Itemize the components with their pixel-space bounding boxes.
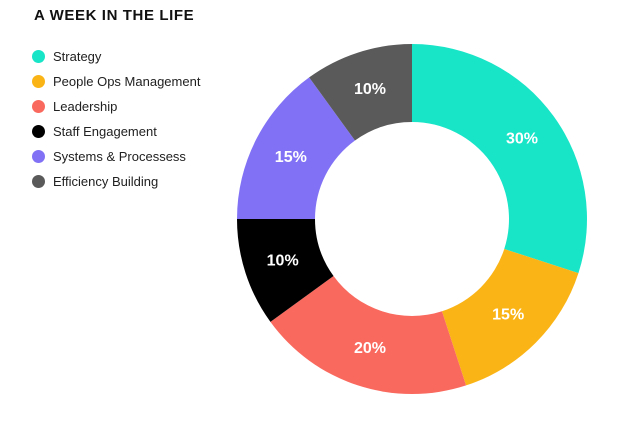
donut-segment-leadership bbox=[270, 276, 467, 394]
legend-label-people-ops-management: People Ops Management bbox=[53, 74, 201, 89]
legend-swatch-people-ops-management bbox=[32, 75, 45, 88]
donut-segment-efficiency-building bbox=[309, 44, 412, 141]
legend-item: Strategy bbox=[32, 44, 200, 69]
legend-swatch-strategy bbox=[32, 50, 45, 63]
donut-segment-people-ops-management bbox=[441, 248, 579, 386]
legend-item: People Ops Management bbox=[32, 69, 200, 94]
donut-segment-systems-processess bbox=[237, 77, 355, 219]
legend-swatch-staff-engagement bbox=[32, 125, 45, 138]
legend-label-leadership: Leadership bbox=[53, 99, 118, 114]
legend-label-efficiency-building: Efficiency Building bbox=[53, 174, 159, 189]
donut-segment-strategy bbox=[412, 44, 587, 274]
segment-value-label-efficiency-building: 10% bbox=[354, 81, 386, 98]
legend-swatch-systems-processess bbox=[32, 150, 45, 163]
legend-label-strategy: Strategy bbox=[53, 49, 102, 64]
segment-value-label-systems-processess: 15% bbox=[275, 149, 307, 166]
segment-value-label-people-ops-management: 15% bbox=[492, 307, 524, 324]
segment-value-label-staff-engagement: 10% bbox=[267, 253, 299, 270]
page-title: A WEEK IN THE LIFE bbox=[34, 7, 195, 24]
chart-legend: Strategy People Ops Management Leadershi… bbox=[32, 44, 200, 194]
segment-value-label-strategy: 30% bbox=[506, 131, 538, 148]
legend-swatch-leadership bbox=[32, 100, 45, 113]
legend-item: Systems & Processess bbox=[32, 144, 200, 169]
legend-item: Leadership bbox=[32, 94, 200, 119]
legend-label-systems-processess: Systems & Processess bbox=[53, 149, 186, 164]
legend-item: Staff Engagement bbox=[32, 119, 200, 144]
segment-value-label-leadership: 20% bbox=[354, 340, 386, 357]
legend-item: Efficiency Building bbox=[32, 169, 200, 194]
legend-swatch-efficiency-building bbox=[32, 175, 45, 188]
donut-segment-staff-engagement bbox=[237, 219, 334, 322]
legend-label-staff-engagement: Staff Engagement bbox=[53, 124, 157, 139]
